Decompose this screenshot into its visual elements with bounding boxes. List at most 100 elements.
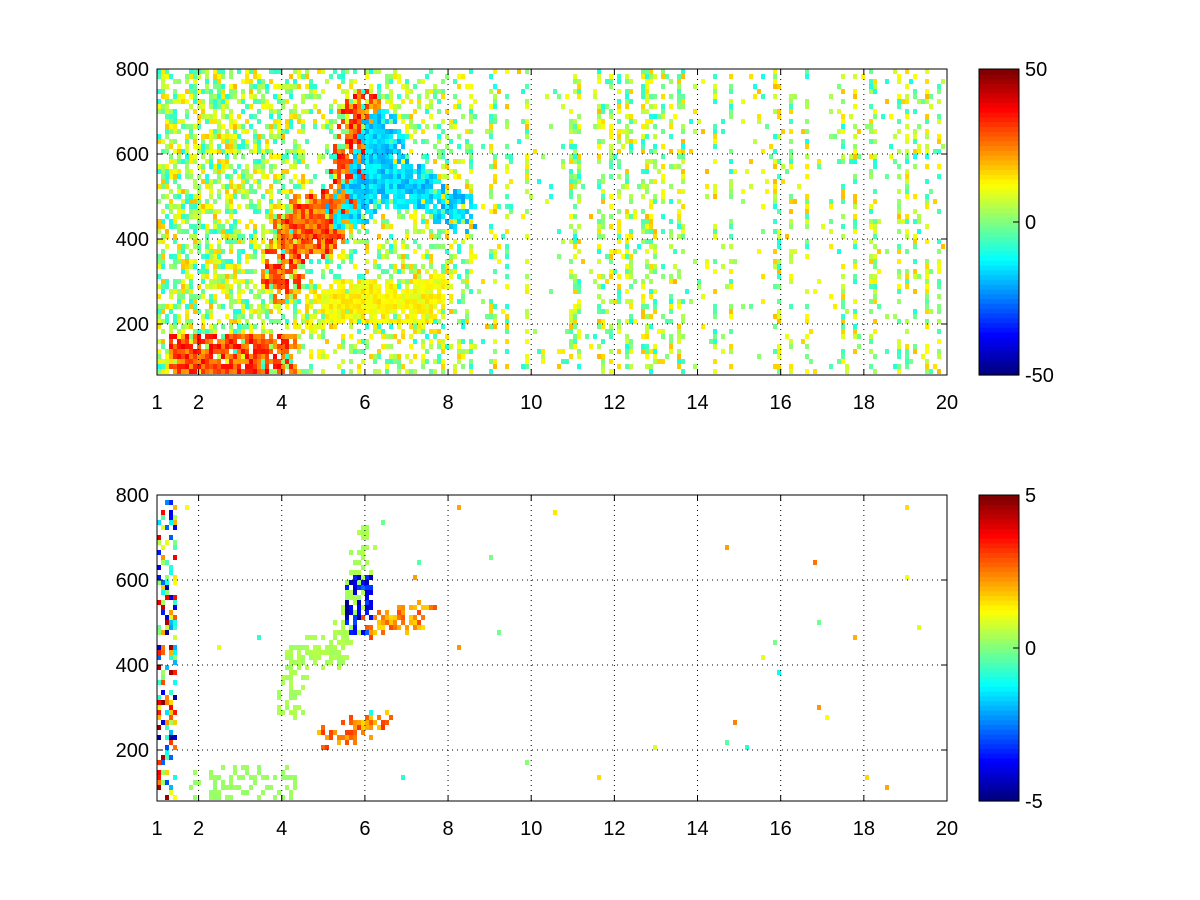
heatmap-cell bbox=[629, 299, 633, 304]
heatmap-cell bbox=[401, 254, 405, 259]
colorbar-segment bbox=[979, 724, 1019, 730]
heatmap-cell bbox=[245, 144, 249, 149]
heatmap-cell bbox=[233, 89, 237, 94]
heatmap-cell bbox=[493, 324, 497, 329]
heatmap-cell bbox=[169, 349, 173, 354]
heatmap-cell bbox=[373, 164, 377, 169]
heatmap-cell bbox=[437, 189, 441, 194]
heatmap-cell bbox=[669, 229, 673, 234]
heatmap-cell bbox=[253, 359, 257, 364]
heatmap-cell bbox=[365, 114, 369, 119]
heatmap-cell bbox=[677, 299, 681, 304]
heatmap-cell bbox=[377, 715, 381, 720]
heatmap-cell bbox=[161, 780, 165, 785]
heatmap-cell bbox=[269, 785, 273, 790]
heatmap-cell bbox=[805, 174, 809, 179]
heatmap-cell bbox=[253, 224, 257, 229]
heatmap-cell bbox=[289, 199, 293, 204]
heatmap-cell bbox=[221, 364, 225, 369]
heatmap-cell bbox=[437, 229, 441, 234]
heatmap-cell bbox=[253, 780, 257, 785]
heatmap-cell bbox=[345, 99, 349, 104]
heatmap-cell bbox=[377, 299, 381, 304]
heatmap-cell bbox=[169, 359, 173, 364]
heatmap-cell bbox=[233, 239, 237, 244]
heatmap-cell bbox=[649, 79, 653, 84]
heatmap-cell bbox=[341, 655, 345, 660]
heatmap-cell bbox=[253, 134, 257, 139]
heatmap-cell bbox=[789, 139, 793, 144]
heatmap-cell bbox=[669, 94, 673, 99]
heatmap-cell bbox=[193, 309, 197, 314]
heatmap-cell bbox=[417, 309, 421, 314]
heatmap-cell bbox=[161, 149, 165, 154]
heatmap-cell bbox=[261, 149, 265, 154]
heatmap-cell bbox=[325, 209, 329, 214]
heatmap-cell bbox=[765, 189, 769, 194]
heatmap-cell bbox=[217, 319, 221, 324]
heatmap-cell bbox=[177, 259, 181, 264]
heatmap-cell bbox=[649, 204, 653, 209]
heatmap-cell bbox=[277, 284, 281, 289]
heatmap-cell bbox=[729, 234, 733, 239]
heatmap-cell bbox=[853, 134, 857, 139]
heatmap-cell bbox=[841, 329, 845, 334]
colorbar-segment bbox=[979, 135, 1019, 142]
heatmap-cell bbox=[457, 84, 461, 89]
heatmap-cell bbox=[837, 84, 841, 89]
heatmap-cell bbox=[353, 189, 357, 194]
heatmap-cell bbox=[213, 344, 217, 349]
heatmap-cell bbox=[505, 69, 509, 74]
heatmap-cell bbox=[209, 94, 213, 99]
heatmap-cell bbox=[409, 119, 413, 124]
heatmap-cell bbox=[389, 129, 393, 134]
heatmap-cell bbox=[633, 319, 637, 324]
heatmap-cell bbox=[325, 239, 329, 244]
heatmap-cell bbox=[625, 179, 629, 184]
heatmap-cell bbox=[221, 289, 225, 294]
heatmap-cell bbox=[289, 685, 293, 690]
heatmap-cell bbox=[205, 274, 209, 279]
heatmap-cell bbox=[457, 194, 461, 199]
heatmap-cell bbox=[249, 314, 253, 319]
heatmap-cell bbox=[453, 209, 457, 214]
heatmap-cell bbox=[341, 129, 345, 134]
colorbar-segment bbox=[979, 188, 1019, 194]
heatmap-cell bbox=[333, 154, 337, 159]
heatmap-cell bbox=[281, 364, 285, 369]
heatmap-cell bbox=[789, 164, 793, 169]
heatmap-cell bbox=[241, 334, 245, 339]
heatmap-cell bbox=[213, 334, 217, 339]
heatmap-cell bbox=[469, 219, 473, 224]
heatmap-cell bbox=[925, 179, 929, 184]
heatmap-cell bbox=[389, 615, 393, 620]
heatmap-cell bbox=[421, 339, 425, 344]
heatmap-cell bbox=[297, 650, 301, 655]
heatmap-cell bbox=[249, 124, 253, 129]
heatmap-cell bbox=[305, 224, 309, 229]
heatmap-cell bbox=[497, 204, 501, 209]
heatmap-cell bbox=[165, 134, 169, 139]
heatmap-cell bbox=[185, 304, 189, 309]
heatmap-cell bbox=[277, 84, 281, 89]
heatmap-cell bbox=[337, 174, 341, 179]
heatmap-cell bbox=[361, 555, 365, 560]
heatmap-cell bbox=[349, 254, 353, 259]
heatmap-cell bbox=[433, 89, 437, 94]
heatmap-cell bbox=[729, 84, 733, 89]
heatmap-cell bbox=[365, 309, 369, 314]
heatmap-cell bbox=[937, 119, 941, 124]
heatmap-cell bbox=[421, 615, 425, 620]
heatmap-cell bbox=[789, 119, 793, 124]
heatmap-cell bbox=[421, 79, 425, 84]
heatmap-cell bbox=[473, 114, 477, 119]
heatmap-cell bbox=[433, 144, 437, 149]
heatmap-cell bbox=[217, 159, 221, 164]
heatmap-cell bbox=[853, 159, 857, 164]
heatmap-cell bbox=[349, 184, 353, 189]
heatmap-cell bbox=[169, 785, 173, 790]
heatmap-cell bbox=[873, 109, 877, 114]
heatmap-cell bbox=[233, 189, 237, 194]
heatmap-cell bbox=[285, 204, 289, 209]
